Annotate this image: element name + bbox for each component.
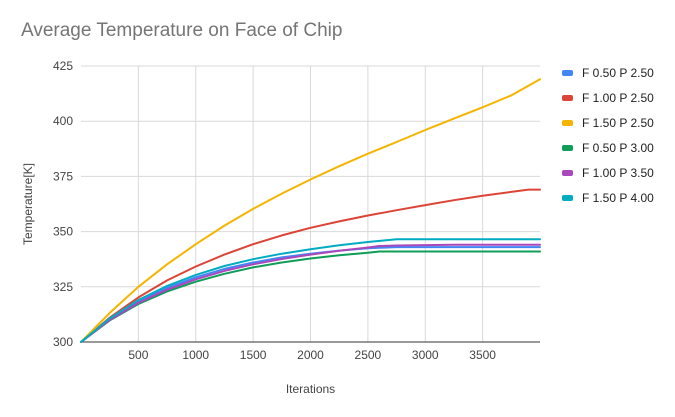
legend-swatch-icon [562,169,573,176]
x-axis-label: Iterations [286,382,335,396]
legend-label: F 1.50 P 2.50 [582,115,654,130]
legend-label: F 1.50 P 4.00 [582,190,654,205]
x-tick-label: 3500 [469,348,496,362]
x-tick-label: 2000 [297,348,324,362]
legend-item[interactable]: F 1.00 P 3.50 [562,160,654,185]
legend-label: F 1.00 P 3.50 [582,165,654,180]
series-line [80,78,541,343]
y-tick-label: 400 [53,114,73,128]
y-tick-label: 375 [53,169,73,183]
legend-swatch-icon [562,69,573,76]
legend-swatch-icon [562,194,573,201]
legend-label: F 0.50 P 3.00 [582,140,654,155]
chart-title: Average Temperature on Face of Chip [21,20,343,41]
x-tick-label: 3000 [412,348,439,362]
legend-swatch-icon [562,94,573,101]
legend-item[interactable]: F 0.50 P 3.00 [562,135,654,160]
tick-labels: 300 325 350 375 400 425 500 1000 1500 2000 2500 300… [53,59,496,362]
legend-swatch-icon [562,144,573,151]
legend-label: F 1.00 P 2.50 [582,90,654,105]
legend-item[interactable]: F 1.00 P 2.50 [562,85,654,110]
legend: F 0.50 P 2.50 F 1.00 P 2.50 F 1.50 P 2.5… [562,60,654,210]
series-line [80,188,541,343]
y-tick-label: 325 [53,280,73,294]
series-lines [80,78,541,343]
series-line [80,250,541,343]
y-tick-label: 425 [53,59,73,73]
legend-label: F 0.50 P 2.50 [582,65,654,80]
legend-swatch-icon [562,119,573,126]
legend-item[interactable]: F 1.50 P 2.50 [562,110,654,135]
x-tick-label: 2500 [355,348,382,362]
x-tick-label: 1500 [240,348,267,362]
legend-item[interactable]: F 0.50 P 2.50 [562,60,654,85]
series-line [80,238,541,343]
legend-item[interactable]: F 1.50 P 4.00 [562,185,654,210]
grid [81,65,540,342]
y-axis-label: Temperature[K] [21,163,35,245]
series-line [80,243,541,343]
x-tick-label: 1000 [182,348,209,362]
y-tick-label: 350 [53,225,73,239]
x-tick-label: 500 [128,348,148,362]
y-tick-label: 300 [53,335,73,349]
